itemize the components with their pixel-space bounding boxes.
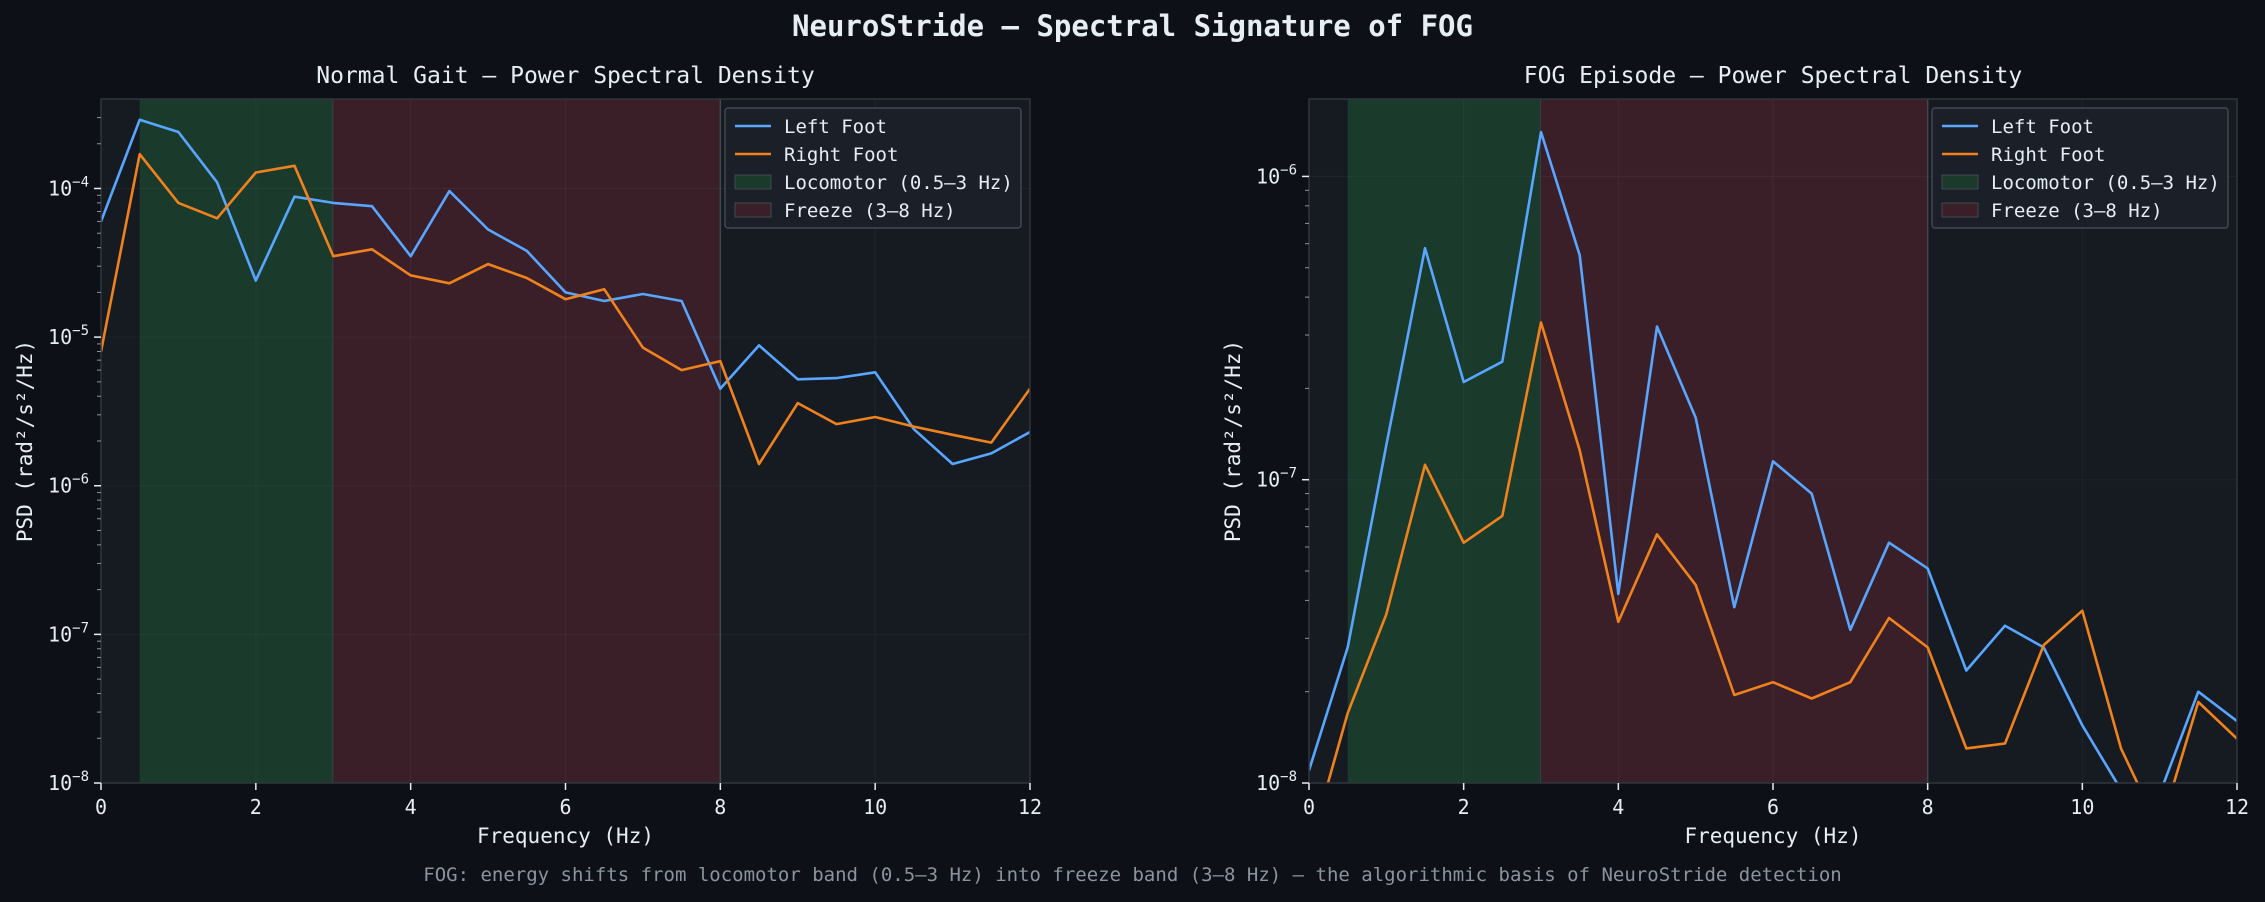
- legend-box: [1931, 107, 2229, 229]
- locomotor-band: [139, 99, 334, 783]
- figure-caption: FOG: energy shifts from locomotor band (…: [423, 864, 1842, 886]
- legend: Left Foot Right Foot Locomotor (0.5–3 Hz) F…: [1931, 107, 2229, 229]
- figure-title: NeuroStride — Spectral Signature of FOG: [792, 9, 1473, 43]
- legend-label: Freeze (3–8 Hz): [1991, 200, 2163, 222]
- legend-band-swatch: [1941, 202, 1979, 218]
- legend-band-swatch: [734, 202, 772, 218]
- y-axis-label: PSD (rad²/s²/Hz): [13, 340, 37, 542]
- legend-label: Right Foot: [784, 144, 898, 166]
- x-axis-label: Frequency (Hz): [477, 824, 654, 848]
- x-tick-label: 12: [2225, 795, 2249, 819]
- y-tick-label: 10−6: [48, 472, 89, 498]
- legend-label: Freeze (3–8 Hz): [784, 200, 956, 222]
- legend: Left Foot Right Foot Locomotor (0.5–3 Hz) F…: [724, 107, 1022, 229]
- x-axis-label: Frequency (Hz): [1684, 824, 1861, 848]
- left-foot-line: [1309, 130, 2237, 783]
- y-tick-label: 10−5: [48, 323, 89, 349]
- normal-gait-chart: 0 2 4 6 8 10 12 10−8 10−7 10−6 10−5 10−4 Normal Gait…: [13, 63, 1042, 848]
- x-tick-label: 0: [1303, 795, 1315, 819]
- x-tick-label: 0: [95, 795, 107, 819]
- panel-title: FOG Episode — Power Spectral Density: [1524, 63, 2023, 89]
- y-tick-label: 10−7: [48, 620, 89, 646]
- fog-episode-chart: 0 2 4 6 8 10 12 10−8 10−7 10−6 FOG Episode — Power…: [1221, 63, 2249, 848]
- x-tick-label: 10: [2070, 795, 2094, 819]
- x-tick-label: 8: [1922, 795, 1934, 819]
- x-tick-label: 4: [405, 795, 417, 819]
- x-tick-label: 6: [559, 795, 571, 819]
- x-tick-label: 4: [1612, 795, 1624, 819]
- legend-label: Right Foot: [1991, 144, 2105, 166]
- legend-band-swatch: [734, 174, 772, 190]
- y-tick-label: 10−7: [1256, 466, 1297, 492]
- y-tick-label: 10−8: [48, 769, 89, 795]
- right-foot-line: [1326, 321, 2237, 783]
- y-axis-label: PSD (rad²/s²/Hz): [1221, 340, 1245, 542]
- y-tick-label: 10−8: [1256, 769, 1297, 795]
- panel-title: Normal Gait — Power Spectral Density: [316, 63, 815, 89]
- x-tick-label: 12: [1018, 795, 1042, 819]
- locomotor-band: [1347, 99, 1541, 783]
- x-tick-label: 2: [1458, 795, 1470, 819]
- right-foot-line: [101, 152, 1030, 466]
- x-tick-label: 6: [1767, 795, 1779, 819]
- x-tick-label: 2: [250, 795, 262, 819]
- legend-box: [724, 107, 1022, 229]
- freeze-band: [1541, 99, 1928, 783]
- left-foot-line: [101, 118, 1030, 466]
- x-tick-label: 10: [863, 795, 887, 819]
- y-tick-label: 10−4: [48, 174, 89, 200]
- x-tick-label: 8: [714, 795, 726, 819]
- freeze-band: [333, 99, 721, 783]
- legend-label: Locomotor (0.5–3 Hz): [784, 172, 1013, 194]
- y-tick-label: 10−6: [1256, 162, 1297, 188]
- legend-label: Locomotor (0.5–3 Hz): [1991, 172, 2220, 194]
- legend-band-swatch: [1941, 174, 1979, 190]
- legend-label: Left Foot: [784, 116, 887, 138]
- legend-label: Left Foot: [1991, 116, 2094, 138]
